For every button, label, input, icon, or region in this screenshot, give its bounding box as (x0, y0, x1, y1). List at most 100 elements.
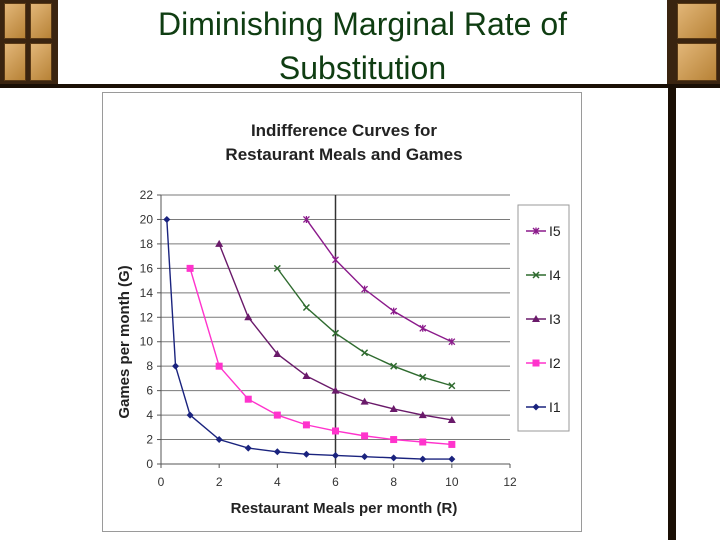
legend-entry-i3: I3 (526, 311, 561, 327)
legend-entry-i4: I4 (526, 267, 561, 283)
slide-title-line2: Substitution (278, 50, 447, 86)
decor-tile (4, 3, 26, 39)
data-point (302, 303, 310, 312)
x-tick-label: 0 (158, 475, 165, 489)
x-tick-label: 6 (332, 475, 339, 489)
data-point (302, 215, 310, 223)
data-point (215, 362, 223, 370)
y-tick-label: 8 (146, 359, 153, 373)
data-point (448, 455, 456, 463)
divider-horizontal (0, 84, 720, 88)
y-tick-label: 10 (140, 335, 154, 349)
y-axis-label: Games per month (G) (116, 265, 133, 418)
data-point (419, 438, 427, 446)
x-tick-label: 12 (503, 475, 517, 489)
series-i4 (273, 264, 456, 390)
data-point (419, 455, 427, 463)
y-tick-label: 4 (146, 408, 153, 422)
data-point (302, 371, 311, 379)
legend-entry-i1: I1 (526, 399, 561, 415)
data-point (244, 444, 252, 452)
legend: I5 I4 I3 I2 I1 (526, 223, 561, 415)
legend-box (517, 204, 570, 432)
decor-tile (4, 43, 26, 81)
data-point (244, 313, 253, 321)
data-point (448, 382, 456, 390)
data-point (361, 453, 369, 461)
decor-tiles-right (667, 0, 720, 84)
x-axis-label: Restaurant Meals per month (R) (231, 500, 458, 517)
legend-entry-i2: I2 (526, 355, 561, 371)
y-tick-label: 18 (140, 237, 154, 251)
chart-panel: Indifference Curves for Restaurant Meals… (102, 92, 582, 532)
series-line-i5 (305, 219, 453, 343)
indifference-chart: Indifference Curves for Restaurant Meals… (102, 92, 582, 532)
chart-title-line2: Restaurant Meals and Games (225, 145, 462, 164)
y-tick-label: 22 (140, 188, 154, 202)
data-point (273, 349, 282, 357)
legend-marker (532, 403, 540, 411)
data-point (244, 395, 252, 403)
y-tick-label: 20 (140, 212, 154, 226)
data-point (273, 411, 281, 419)
data-point (390, 362, 398, 370)
decor-tiles-left (0, 0, 58, 84)
series-layer (163, 215, 456, 463)
legend-label: I4 (549, 267, 561, 283)
data-point (186, 411, 194, 419)
data-point (332, 427, 339, 435)
decor-tile (677, 3, 717, 39)
x-tick-label: 2 (216, 475, 223, 489)
data-point (332, 256, 339, 264)
data-point (390, 454, 398, 462)
y-tick-label: 6 (146, 384, 153, 398)
data-point (163, 215, 171, 223)
data-point (418, 411, 427, 419)
data-point (215, 239, 224, 247)
series-line-i2 (189, 268, 452, 446)
data-point (448, 440, 456, 448)
slide-title-line1: Diminishing Marginal Rate of (157, 6, 568, 42)
y-tick-label: 12 (140, 310, 154, 324)
title-band (0, 0, 720, 84)
y-tick-label: 0 (146, 457, 153, 471)
y-tick-label: 16 (140, 261, 154, 275)
data-point (302, 450, 310, 458)
series-i1 (163, 215, 456, 463)
data-point (360, 397, 369, 405)
y-tick-label: 14 (140, 286, 154, 300)
data-point (302, 421, 310, 429)
data-point (215, 436, 223, 444)
legend-marker (532, 227, 540, 235)
decor-tile (677, 43, 717, 81)
legend-label: I3 (549, 311, 561, 327)
legend-label: I1 (549, 399, 561, 415)
series-line-i1 (166, 219, 452, 460)
chart-title-line1: Indifference Curves for (251, 121, 437, 140)
chart-border (102, 92, 582, 532)
legend-marker (532, 359, 540, 367)
x-tick-label: 4 (274, 475, 281, 489)
decor-tile (30, 43, 52, 81)
data-point (361, 432, 369, 440)
series-i3 (215, 239, 456, 423)
data-point (172, 362, 180, 370)
data-point (273, 264, 281, 272)
legend-label: I5 (549, 223, 561, 239)
data-point (448, 338, 456, 346)
data-point (332, 451, 339, 459)
y-tick-label: 2 (146, 433, 153, 447)
data-point (361, 349, 369, 357)
data-point (447, 415, 456, 423)
legend-label: I2 (549, 355, 561, 371)
data-point (390, 307, 398, 315)
data-point (361, 285, 369, 293)
data-point (331, 386, 340, 394)
x-tick-label: 10 (445, 475, 459, 489)
data-point (331, 329, 340, 337)
x-tick-label: 8 (390, 475, 397, 489)
data-point (273, 448, 281, 456)
data-point (419, 324, 427, 332)
data-point (389, 404, 398, 412)
data-point (419, 373, 427, 381)
